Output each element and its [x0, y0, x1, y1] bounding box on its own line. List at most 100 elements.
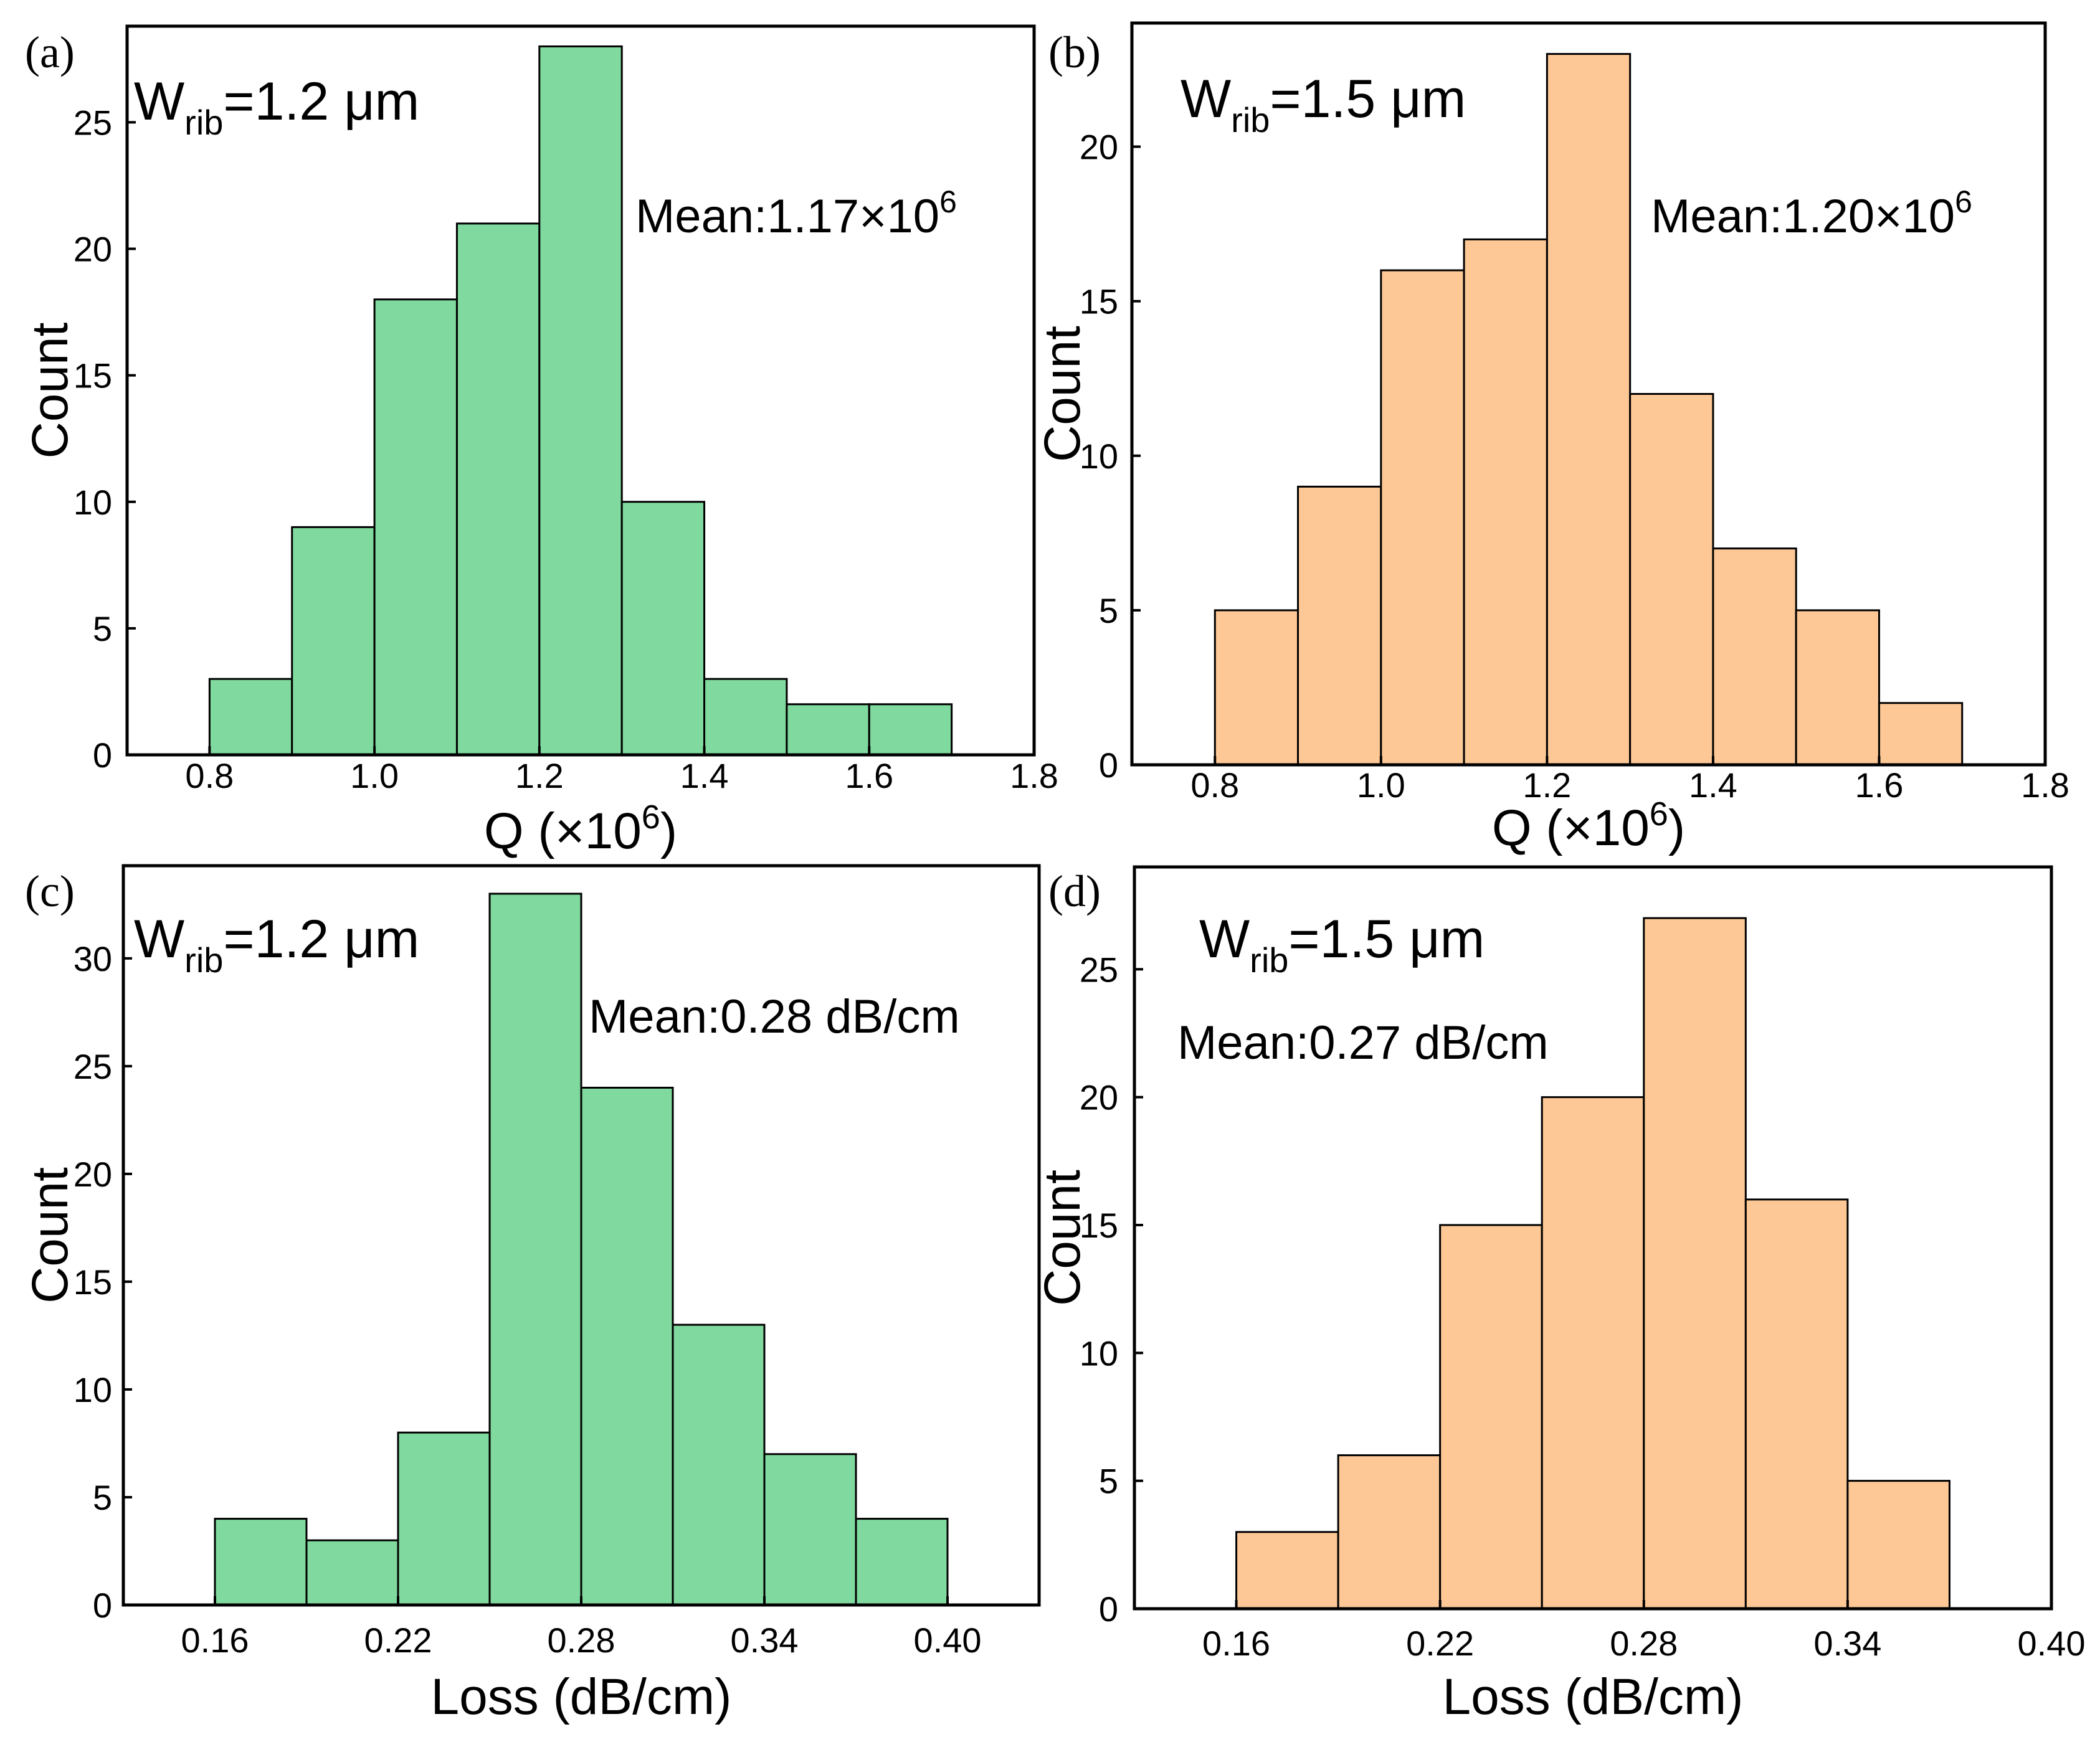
- panel-label: (a): [25, 27, 75, 77]
- histogram-bar: [868, 703, 953, 756]
- histogram-bar: [1541, 1096, 1645, 1610]
- annotation-rest: =1.5 μm: [1288, 909, 1485, 969]
- x-tick-label: 1.4: [1689, 765, 1737, 805]
- y-tick-label: 20: [74, 1155, 112, 1194]
- x-tick-label: 1.8: [2021, 765, 2069, 805]
- histogram-bar: [1878, 702, 1964, 766]
- y-tick-label: 5: [93, 609, 112, 648]
- x-tick-label: 1.2: [1523, 765, 1571, 805]
- histogram-bar: [1546, 53, 1632, 766]
- x-tick-label: 0.28: [548, 1621, 615, 1660]
- histogram-bar: [291, 526, 376, 756]
- mean-text: Mean:0.28 dB/cm: [589, 990, 960, 1043]
- mean-text: Mean:1.20×10: [1651, 190, 1955, 243]
- histogram-bar: [763, 1453, 857, 1606]
- annotation-main: W: [1199, 909, 1250, 969]
- annotation-main: W: [134, 72, 184, 131]
- width-annotation: Wrib=1.2 μm: [134, 909, 419, 980]
- plot-frame: [1130, 21, 2047, 767]
- panel-b: 0 5 10 15 20 0.8 1.0 1.2 1.4 1.6 1.8 (b) Wrib=1.5 μm…: [1034, 21, 2069, 856]
- y-tick-label: 25: [74, 103, 112, 142]
- x-axis-title-main: Loss (dB/cm): [431, 1669, 732, 1725]
- annotation-subscript: rib: [1250, 940, 1288, 980]
- x-tick-label: 1.6: [845, 756, 893, 795]
- y-tick-label: 0: [93, 1586, 112, 1625]
- x-tick-label: 1.2: [515, 756, 564, 795]
- width-annotation: Wrib=1.2 μm: [134, 72, 419, 142]
- y-tick-label: 10: [74, 1370, 112, 1409]
- annotation-main: W: [134, 909, 184, 969]
- y-tick-label: 0: [1099, 1589, 1118, 1629]
- y-axis-title: Count: [1034, 1170, 1091, 1306]
- histogram-bar: [786, 703, 870, 756]
- histogram-bar: [488, 892, 582, 1606]
- x-axis-title-main: Q (×10: [1492, 800, 1650, 856]
- mean-annotation: Mean:0.28 dB/cm: [589, 990, 960, 1043]
- x-tick-label: 1.8: [1010, 756, 1058, 795]
- x-axis-title-main: Loss (dB/cm): [1443, 1669, 1744, 1725]
- y-tick-label: 15: [1080, 282, 1118, 321]
- y-tick-label: 25: [74, 1047, 112, 1086]
- plot-frame: [125, 24, 1036, 757]
- y-tick-label: 15: [74, 356, 112, 395]
- histogram-bar: [620, 501, 706, 756]
- y-tick-label: 10: [74, 483, 112, 522]
- x-axis-title: Q (×106): [484, 798, 677, 859]
- x-tick-label: 0.28: [1610, 1624, 1678, 1663]
- y-tick-label: 0: [93, 736, 112, 775]
- histogram-bar: [373, 298, 458, 756]
- annotation-rest: =1.2 μm: [223, 909, 419, 969]
- mean-annotation: Mean:1.17×106: [635, 184, 957, 243]
- mean-superscript: 6: [1955, 184, 1972, 219]
- histogram-bar: [1337, 1454, 1442, 1610]
- histogram-bar: [1712, 547, 1797, 766]
- width-annotation: Wrib=1.5 μm: [1181, 69, 1466, 140]
- y-tick-label: 10: [1080, 1333, 1118, 1373]
- x-axis-title-main: Q (×10: [484, 803, 642, 859]
- width-annotation: Wrib=1.5 μm: [1199, 909, 1485, 980]
- panel-label: (b): [1048, 27, 1101, 77]
- x-tick-label: 0.16: [1202, 1624, 1270, 1663]
- x-axis-title-superscript: 6: [642, 798, 660, 836]
- panel-label: (c): [25, 866, 75, 916]
- histogram-bar: [1463, 238, 1548, 766]
- y-tick-label: 5: [93, 1478, 112, 1517]
- y-axis-title: Count: [22, 1167, 78, 1304]
- histogram-bar: [1297, 485, 1382, 766]
- panel-d: 0 5 10 15 20 25 0.16 0.22 0.28 0.34 0.40 (d) Wrib=1.…: [1034, 865, 2086, 1725]
- histogram-bar: [1643, 917, 1747, 1610]
- annotation-subscript: rib: [184, 940, 223, 980]
- histogram-bar: [1744, 1198, 1849, 1610]
- histogram-bar: [305, 1539, 399, 1606]
- histogram-bar: [580, 1086, 674, 1606]
- mean-superscript: 6: [939, 184, 957, 219]
- annotation-rest: =1.2 μm: [223, 72, 419, 131]
- mean-annotation: Mean:0.27 dB/cm: [1177, 1016, 1549, 1069]
- y-tick-label: 15: [74, 1262, 112, 1302]
- histogram-bar: [855, 1518, 949, 1606]
- annotation-main: W: [1181, 69, 1231, 129]
- x-tick-label: 0.34: [1813, 1624, 1881, 1663]
- mean-text: Mean:0.27 dB/cm: [1177, 1016, 1549, 1069]
- histogram-bar: [703, 678, 788, 756]
- histogram-bar: [1235, 1531, 1339, 1610]
- plot-frame: [1133, 865, 2053, 1611]
- histogram-bar: [455, 222, 541, 756]
- histogram-bar: [1629, 393, 1714, 766]
- histogram-bar: [672, 1323, 766, 1606]
- histogram-bar: [1795, 609, 1880, 766]
- y-tick-label: 5: [1099, 1462, 1118, 1501]
- x-axis-title: Loss (dB/cm): [431, 1669, 732, 1725]
- histogram-bar: [1439, 1224, 1543, 1610]
- annotation-subscript: rib: [184, 103, 223, 142]
- x-tick-label: 0.22: [364, 1621, 432, 1660]
- histogram-bar: [397, 1431, 491, 1606]
- x-axis-title-end: ): [660, 803, 677, 859]
- y-tick-label: 5: [1099, 591, 1118, 630]
- y-tick-label: 10: [1080, 437, 1118, 476]
- mean-text: Mean:1.17×10: [635, 190, 939, 243]
- x-axis-title-end: ): [1668, 800, 1685, 856]
- x-tick-label: 0.40: [914, 1621, 982, 1660]
- y-tick-label: 25: [1080, 950, 1118, 989]
- histogram-bar: [538, 45, 623, 756]
